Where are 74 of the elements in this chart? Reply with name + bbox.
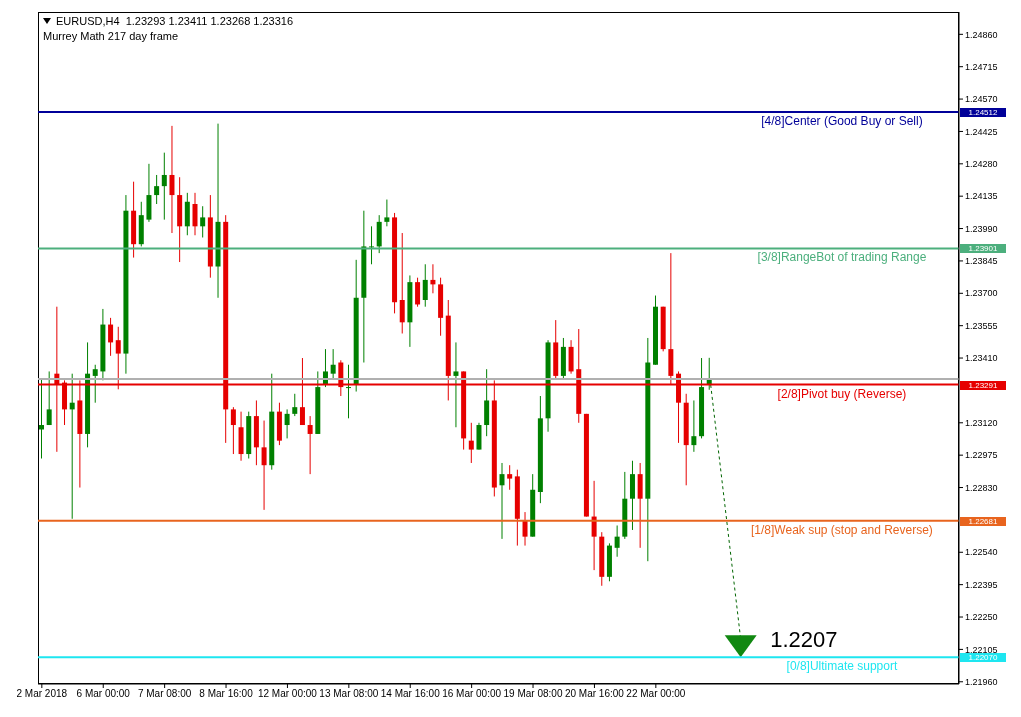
candlestick — [69, 373, 75, 520]
y-tick-label: 1.24135 — [965, 191, 998, 202]
y-tick-label: 1.24570 — [965, 94, 998, 105]
y-tick-label: 1.22395 — [965, 579, 998, 590]
y-tick-label: 1.24860 — [965, 29, 998, 40]
y-tick-label: 1.24425 — [965, 126, 998, 137]
candlestick — [230, 406, 236, 455]
ref-line-label: [3/8]RangeBot of trading Range — [756, 250, 928, 265]
y-tick-label: 1.22105 — [965, 644, 998, 655]
y-tick-label: 1.22540 — [965, 547, 998, 558]
x-tick-label: 12 Mar 00:00 — [257, 688, 318, 700]
candlestick — [422, 263, 428, 308]
y-tick-label: 1.23555 — [965, 320, 998, 331]
candlestick — [330, 348, 336, 379]
candlestick — [92, 364, 98, 404]
candlestick — [292, 393, 298, 417]
x-tick-label: 2 Mar 2018 — [16, 688, 68, 700]
y-tick-label: 1.23120 — [965, 417, 998, 428]
text: Murrey Math 217 day frame — [43, 30, 179, 42]
text: 1.22681 — [960, 516, 1006, 526]
y-tick-label: 1.23990 — [965, 223, 998, 234]
y-tick-label: 1.24280 — [965, 159, 998, 170]
candlestick — [369, 225, 375, 265]
y-tick-label: 1.24715 — [965, 61, 998, 72]
text: 1.23291 — [960, 380, 1006, 390]
x-tick-label: 16 Mar 00:00 — [442, 688, 502, 700]
candlestick — [468, 422, 474, 464]
x-tick-label: 13 Mar 08:00 — [319, 688, 379, 700]
candlestick — [522, 511, 528, 547]
x-tick-label: 20 Mar 16:00 — [564, 688, 625, 700]
candlestick — [453, 341, 459, 428]
candlestick — [200, 205, 206, 238]
ref-line-label: [1/8]Weak sup (stop and Reverse) — [750, 522, 934, 537]
candlestick — [415, 277, 421, 308]
candlestick — [169, 125, 175, 234]
text: 1.24512 — [960, 108, 1006, 118]
y-tick-label: 1.22975 — [965, 450, 998, 461]
ref-line-label: [2/8]Pivot buy (Reverse) — [776, 386, 908, 401]
candlestick — [46, 370, 52, 426]
candlestick — [499, 462, 505, 540]
y-tick-label: 1.23410 — [965, 353, 998, 364]
y-tick-label: 1.22250 — [965, 612, 998, 623]
chart-title: EURUSD,H4 1.23293 1.23411 1.23268 1.23316 — [56, 15, 294, 27]
y-tick-label: 1.23700 — [965, 288, 998, 299]
x-tick-label: 7 Mar 08:00 — [137, 688, 192, 700]
candlestick — [384, 199, 390, 227]
candlestick — [161, 152, 167, 221]
x-tick-label: 14 Mar 16:00 — [380, 688, 441, 700]
candlestick — [192, 192, 198, 236]
annotation: 1.2207 — [770, 627, 838, 654]
text: 1.23901 — [960, 244, 1006, 254]
ref-line-label: [4/8]Center (Good Buy or Sell) — [760, 114, 924, 129]
y-tick-label: 1.22830 — [965, 482, 998, 493]
candlestick — [507, 464, 513, 491]
x-tick-label: 22 Mar 00:00 — [626, 688, 686, 700]
candlestick — [430, 263, 436, 294]
candlestick — [154, 174, 160, 205]
x-tick-label: 8 Mar 16:00 — [199, 688, 254, 700]
candlestick — [39, 377, 44, 460]
candlestick — [284, 408, 290, 439]
y-tick-label: 1.23845 — [965, 256, 998, 267]
candlestick — [307, 415, 313, 475]
y-tick-label: 1.21960 — [965, 676, 998, 687]
candlestick — [108, 317, 114, 357]
candlestick — [591, 480, 597, 571]
candlestick — [346, 364, 351, 419]
text: 1.22070 — [960, 653, 1006, 663]
ref-line-label: [0/8]Ultimate support — [785, 659, 899, 674]
x-tick-label: 19 Mar 08:00 — [503, 688, 563, 700]
x-tick-label: 6 Mar 00:00 — [76, 688, 131, 700]
candlestick — [261, 420, 267, 511]
candlestick — [691, 399, 697, 453]
candlestick — [614, 524, 620, 558]
candlestick — [399, 232, 405, 334]
